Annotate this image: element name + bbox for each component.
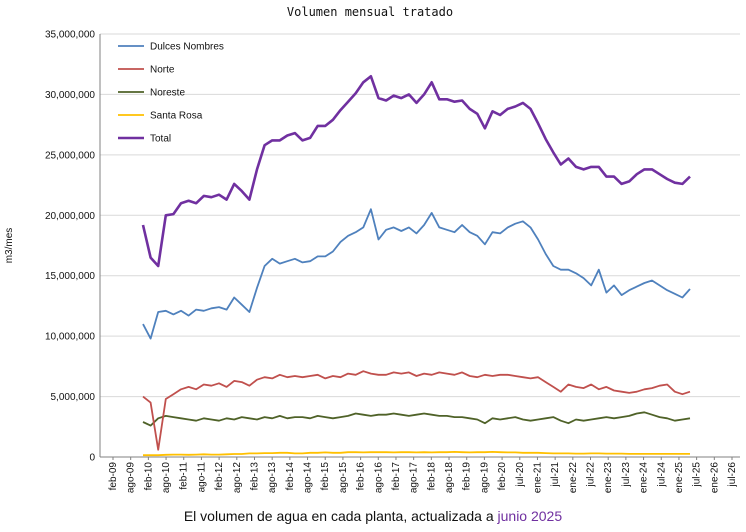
gridlines [100, 33, 740, 398]
x-tick-label: ene-22 [568, 462, 579, 494]
legend-label: Noreste [150, 88, 185, 99]
y-tick-label: 30,000,000 [45, 90, 95, 101]
caption-date: junio 2025 [497, 508, 563, 524]
legend: Dulces Nombres Norte Noreste Santa Rosa Tota… [118, 42, 224, 145]
series-lines [141, 75, 691, 457]
x-tick-label: ago-13 [267, 462, 278, 494]
chart-background [0, 0, 746, 506]
x-tick-label: jul-21 [550, 462, 561, 488]
x-tick-label: jul-20 [515, 462, 526, 488]
chart-title: Volumen mensual tratado [287, 5, 453, 19]
legend-label: Total [150, 134, 171, 145]
x-tick-label: jul-24 [656, 462, 667, 488]
x-tick-label: feb-10 [143, 462, 154, 491]
x-tick-labels: feb-09 ago-09 feb-10 ago-10 feb-11 ago-11 feb-… [108, 457, 738, 493]
y-tick-label: 25,000,000 [45, 150, 95, 161]
x-tick-label: feb-16 [356, 462, 367, 491]
x-tick-label: feb-19 [462, 462, 473, 491]
x-tick-label: feb-09 [108, 462, 119, 491]
series-line-noreste [142, 411, 691, 427]
x-tick-label: ago-19 [479, 462, 490, 494]
y-tick-label: 0 [89, 453, 95, 464]
x-tick-label: jul-23 [621, 462, 632, 488]
x-tick-label: feb-20 [497, 462, 508, 491]
x-tick-label: ene-24 [639, 462, 650, 494]
x-tick-label: feb-13 [249, 462, 260, 491]
x-tick-label: feb-15 [320, 462, 331, 491]
x-tick-label: feb-18 [426, 462, 437, 491]
x-tick-label: ene-23 [603, 462, 614, 494]
line-chart: Volumen mensual tratado 0 5,000,000 10,000… [0, 0, 746, 506]
x-tick-label: feb-11 [179, 462, 190, 490]
x-tick-label: jul-22 [586, 462, 597, 488]
x-tick-label: jul-25 [692, 462, 703, 488]
series-line-dulces-nombres [142, 208, 691, 340]
x-tick-label: ago-14 [303, 462, 314, 494]
x-tick-label: ago-09 [126, 462, 137, 494]
x-tick-label: ene-26 [709, 462, 720, 494]
y-tick-label: 20,000,000 [45, 211, 95, 222]
y-axis-label: m3/mes [4, 228, 15, 264]
y-tick-label: 15,000,000 [45, 271, 95, 282]
legend-label: Santa Rosa [150, 111, 203, 122]
x-tick-label: ago-18 [444, 462, 455, 494]
series-line-norte [142, 370, 691, 451]
y-tick-label: 35,000,000 [45, 30, 95, 41]
y-tick-label: 5,000,000 [51, 392, 96, 403]
x-tick-label: ene-21 [532, 462, 543, 494]
x-tick-label: ago-17 [409, 462, 420, 494]
series-line-total [141, 75, 691, 268]
series-line-santa-rosa [143, 450, 690, 457]
legend-label: Norte [150, 65, 175, 76]
x-tick-label: ago-11 [196, 462, 207, 493]
x-tick-label: feb-12 [214, 462, 225, 491]
x-tick-label: ago-15 [338, 462, 349, 494]
x-tick-label: ago-16 [373, 462, 384, 494]
y-tick-labels: 0 5,000,000 10,000,000 15,000,000 20,000,000… [45, 30, 96, 464]
x-tick-label: ago-10 [161, 462, 172, 494]
x-tick-label: jul-26 [727, 462, 738, 488]
x-tick-label: ene-25 [674, 462, 685, 494]
x-tick-label: feb-14 [285, 462, 296, 491]
chart-caption: El volumen de agua en cada planta, actua… [0, 508, 746, 524]
y-tick-label: 10,000,000 [45, 332, 95, 343]
x-tick-label: feb-17 [391, 462, 402, 491]
caption-text: El volumen de agua en cada planta, actua… [183, 508, 498, 524]
x-tick-label: ago-12 [232, 462, 243, 494]
legend-label: Dulces Nombres [150, 42, 224, 53]
